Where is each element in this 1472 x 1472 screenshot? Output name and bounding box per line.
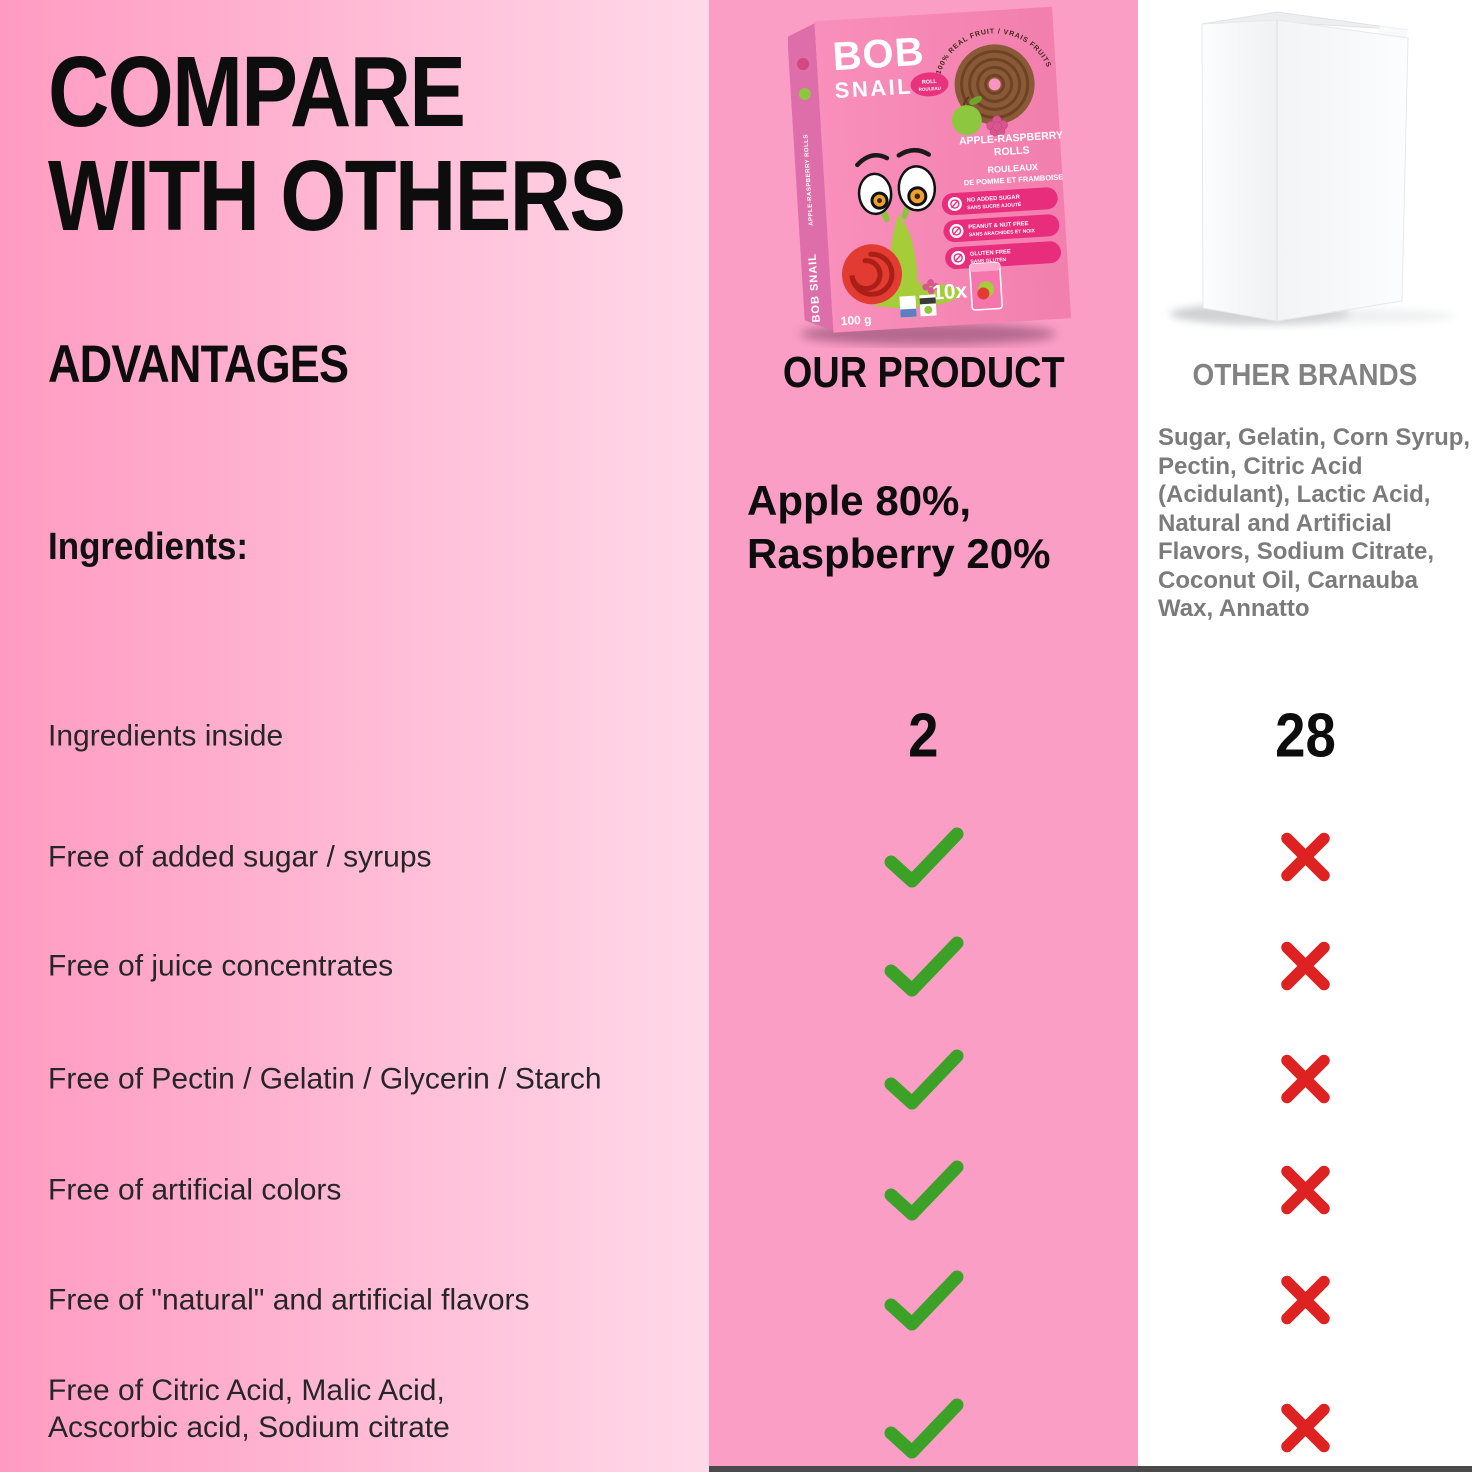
box-spine (788, 23, 834, 331)
check-icon (884, 1270, 963, 1331)
svg-text:NO ADDED SUGAR: NO ADDED SUGAR (967, 195, 1021, 204)
apple-icon (951, 96, 982, 136)
row-label: Free of Pectin / Gelatin / Glycerin / St… (48, 1062, 602, 1096)
cross-icon (1280, 1165, 1330, 1215)
white-box-side-face (1201, 19, 1278, 322)
spine-brand: BOB SNAIL (807, 253, 823, 323)
other-value-cell (1138, 1051, 1472, 1108)
advantages-heading: ADVANTAGES (48, 335, 349, 394)
our-count: 2 (908, 701, 939, 771)
check-icon (884, 936, 963, 997)
product-box: APPLE-RASPBERRY ROLLS BOB SNAIL BOB SNAI… (788, 6, 1072, 333)
svg-text:GLUTEN FREE: GLUTEN FREE (970, 249, 1011, 257)
our-product-ingredients: Apple 80%, Raspberry 20% (747, 474, 1051, 580)
pouch-image (968, 261, 1003, 311)
title-line-1: COMPARE (48, 36, 466, 148)
logo-tag-rouleau: ROULEAU (919, 86, 942, 92)
logo-tag-blob (910, 72, 949, 97)
cross-icon (1280, 832, 1330, 882)
other-brands-ingredients: Sugar, Gelatin, Corn Syrup, Pectin, Citr… (1158, 424, 1471, 622)
our-product-column-header: OUR PRODUCT (782, 348, 1065, 397)
svg-text:PEANUT & NUT FREE: PEANUT & NUT FREE (968, 221, 1029, 231)
check-icon (884, 827, 963, 888)
our-value-cell (709, 1047, 1138, 1111)
white-box-front-face (1276, 19, 1409, 322)
cross-icon (1280, 1054, 1330, 1104)
check-icon (884, 1398, 963, 1459)
certification-badges (899, 294, 937, 318)
title-line-2: WITH OTHERS (48, 140, 626, 252)
check-icon (884, 1049, 963, 1110)
raspberry-icon (986, 115, 1008, 137)
ingredients-row-label: Ingredients: (48, 526, 249, 568)
badge-gluten-free: GLUTEN FREE SANS GLUTEN (945, 241, 1061, 270)
our-value-cell (709, 1268, 1138, 1332)
other-value-cell (1138, 1272, 1472, 1329)
other-value-cell (1138, 1162, 1472, 1219)
spine-apple-icon (798, 87, 811, 100)
other-count: 28 (1274, 701, 1336, 771)
our-value-cell (709, 934, 1138, 998)
our-value-cell: 2 (709, 701, 1138, 772)
advantages-column-background (0, 0, 709, 1472)
check-icon (884, 1160, 963, 1221)
other-value-cell (1138, 1400, 1472, 1457)
svg-text:SANS GLUTEN: SANS GLUTEN (970, 257, 1007, 265)
other-value-cell: 28 (1138, 701, 1472, 772)
row-label: Free of Citric Acid, Malic Acid, Acscorb… (48, 1374, 450, 1444)
our-value-cell (709, 1396, 1138, 1460)
badge-peanut-nut-free: PEANUT & NUT FREE SANS ARACHIDES ET NOIX (943, 214, 1060, 243)
cross-icon (1280, 941, 1330, 991)
our-value-cell (709, 825, 1138, 889)
other-brand-box-graphic (1170, 11, 1455, 324)
spine-raspberry-icon (797, 58, 810, 71)
product-name-fr-1: ROULEAUX (987, 162, 1038, 175)
spine-product-name: APPLE-RASPBERRY ROLLS (803, 134, 815, 226)
badge-no-added-sugar: NO ADDED SUGAR SANS SUCRE AJOUTÉ (941, 187, 1058, 216)
our-ingredients-line-2: Raspberry 20% (747, 530, 1051, 577)
row-label: Free of "natural" and artificial flavors (48, 1283, 530, 1317)
product-name-en-2: ROLLS (994, 144, 1030, 158)
row-label: Free of added sugar / syrups (48, 840, 432, 874)
count-label: 10x (932, 279, 969, 304)
row-label: Free of artificial colors (48, 1173, 342, 1207)
our-product-box-graphic: APPLE-RASPBERRY ROLLS BOB SNAIL BOB SNAI… (788, 6, 1072, 345)
cross-icon (1280, 1403, 1330, 1453)
weight-label: 100 g (840, 312, 871, 328)
cross-icon (1280, 1275, 1330, 1325)
other-value-cell (1138, 938, 1472, 995)
other-value-cell (1138, 829, 1472, 886)
page-title: COMPARE WITH OTHERS (48, 40, 726, 248)
other-brands-column-header: OTHER BRANDS (1192, 357, 1418, 392)
brand-logo-bob: BOB (831, 30, 925, 80)
row-label: Free of juice concentrates (48, 949, 394, 983)
svg-text:SANS SUCRE AJOUTÉ: SANS SUCRE AJOUTÉ (967, 200, 1022, 211)
bottom-divider-bar (709, 1466, 1472, 1472)
our-ingredients-line-1: Apple 80%, (747, 477, 972, 524)
our-value-cell (709, 1158, 1138, 1222)
svg-text:SANS ARACHIDES ET NOIX: SANS ARACHIDES ET NOIX (969, 228, 1036, 238)
row-label: Ingredients inside (48, 719, 284, 753)
snail-mascot (841, 147, 962, 309)
logo-tag-roll: ROLL (922, 79, 938, 86)
brand-logo-snail: SNAIL (834, 73, 914, 103)
